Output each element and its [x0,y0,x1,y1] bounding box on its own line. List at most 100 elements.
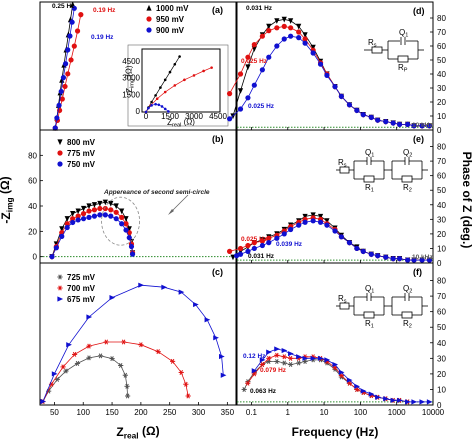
data-point [70,1,76,8]
x-tick-label: 0.1 [246,408,258,417]
legend-label: 725 mV [67,273,96,282]
star-stroke [355,386,359,392]
circuit-label: R2 [403,183,412,194]
data-point [274,358,280,364]
data-point [419,257,425,263]
data-point [113,216,119,222]
data-point [220,372,227,378]
data-point [125,393,131,399]
star-stroke [339,372,344,378]
data-point [274,235,280,241]
data-point [119,221,125,227]
data-point [375,117,381,123]
star-stroke [58,274,62,280]
freq-annotation: 10 kHz [412,122,433,129]
star-stroke [104,339,109,345]
panel-e: 0 10 20 30 40 50 60 70 80 (e) 0.025 Hz 0.039 Hz0.03… [226,129,446,268]
data-point [129,251,136,257]
data-point [65,71,71,77]
y-tick-label: 50 [437,323,446,332]
series-line [236,220,430,261]
x-tick-label: 150 [105,408,119,417]
data-point [375,394,381,400]
y-tick-label: 60 [437,42,446,51]
freq-annotation: 0.039 Hz [276,241,303,248]
freq-annotation: 0.025 Hz [241,58,268,65]
data-point [237,88,244,94]
resistor [397,55,409,63]
y-tick-label: 20 [437,370,446,379]
data-point [86,314,93,320]
data-point [86,203,92,210]
data-point [302,355,309,361]
data-point [245,248,251,254]
data-point [71,351,78,357]
freq-annotation: 0.25 Hz [52,3,75,10]
data-point [396,397,403,403]
data-point [310,212,316,219]
inset-tick-label: 3000 [122,74,140,83]
data-point [78,12,84,18]
x-tick-label: 200 [134,408,148,417]
data-point [346,377,353,383]
data-point [259,357,266,363]
legend-marker [57,285,63,291]
data-point [288,351,294,357]
circuit-label: R1 [365,183,374,194]
data-point [251,42,257,48]
x-tick-label: 100 [77,408,91,417]
data-point [169,358,176,364]
data-point [383,254,389,260]
data-point [86,214,92,220]
y-tick-label: 70 [437,157,446,166]
data-point [354,383,360,389]
data-point [183,381,189,387]
star-stroke [252,371,257,377]
freq-annotation: 0.079 Hz [260,367,287,374]
freq-annotation: 0.031 Hz [246,5,273,12]
data-point [338,93,344,99]
data-point [251,82,257,88]
data-point [324,218,330,224]
data-point [75,208,81,215]
legend-marker [146,4,152,11]
data-point [245,95,251,101]
y-axis-label-left: -Zimg (Ω) [0,176,15,223]
data-point [288,355,294,361]
data-point [266,240,272,246]
circuit-label: Q1 [399,28,408,39]
inset-point [178,55,181,58]
data-point [91,213,98,219]
data-point [53,245,59,251]
star-stroke [125,383,129,389]
circuit-label: Q2 [403,148,412,159]
legend-marker [57,139,63,146]
circuit-label: Rs [338,158,347,169]
data-point [368,391,375,397]
panel-label: (f) [413,267,422,277]
legend-label: 950 mV [156,15,185,24]
data-point [274,43,280,49]
data-point [62,83,68,90]
data-point [383,396,389,402]
inset-point [160,105,164,108]
data-point [123,221,129,227]
data-point [368,114,374,120]
data-point [75,217,81,223]
data-point [396,256,403,262]
data-point [324,222,330,228]
data-point [226,91,233,97]
data-point [91,207,98,213]
x-axis-label: Frequency (Hz) [292,425,379,439]
data-point [251,368,258,374]
star-stroke [242,386,246,392]
data-point [390,397,397,403]
axes-frame [39,262,237,406]
panel-c: 50 100 150 200 250 300 350 (c) 725 mV 700 mV 675 m… [39,262,237,441]
panel-d: 0 10 20 30 40 50 60 70 80 (d) 0.031 Hz 0.025 Hz 0.02… [226,1,446,135]
series-line [54,14,82,129]
data-point [102,199,108,206]
inset-x-axis-label: Zreal (Ω) [167,117,195,128]
star-stroke [245,380,250,386]
